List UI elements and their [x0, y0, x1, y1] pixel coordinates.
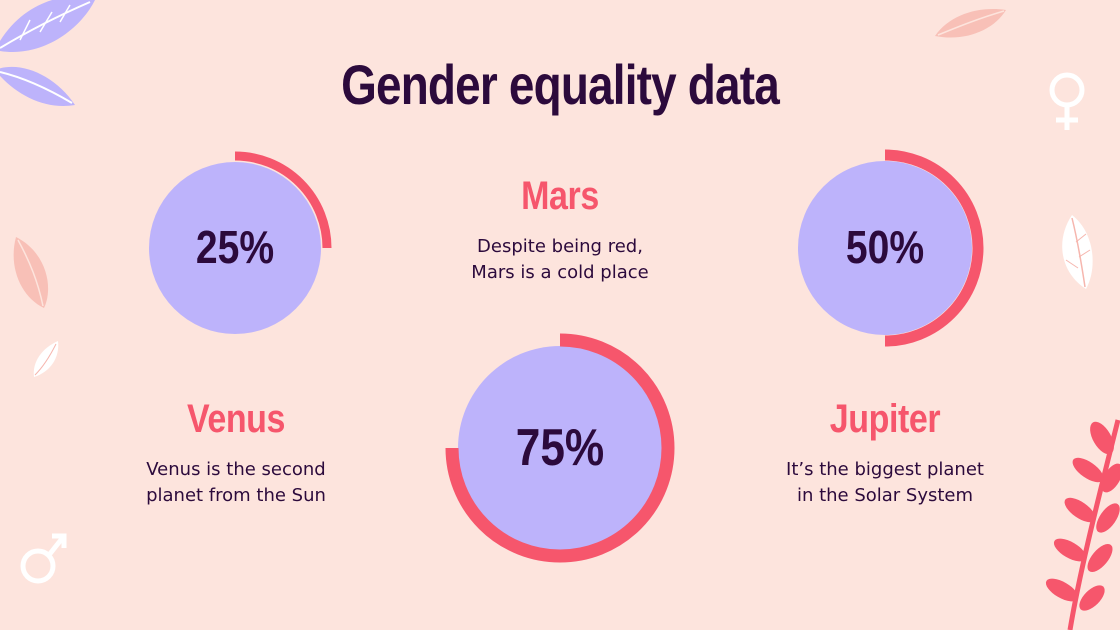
leaf-purple-top-left-icon [0, 0, 95, 106]
mars-description: Despite being red, Mars is a cold place [400, 234, 720, 286]
leaf-pink-left-icon [13, 237, 49, 308]
mars-heading: Mars [521, 174, 599, 218]
venus-description-line: planet from the Sun [146, 485, 326, 506]
gauge-25: 25% [149, 151, 332, 334]
female-symbol-icon [1049, 72, 1085, 130]
gauge-disc [149, 162, 321, 334]
venus-heading: Venus [186, 397, 286, 441]
gauge-arc [884, 149, 984, 347]
gauge-value-label: 50% [846, 222, 924, 274]
jupiter-description-line: in the Solar System [796, 485, 974, 506]
venus-description: Venus is the second planet from the Sun [76, 457, 396, 509]
mars-description-line: Despite being red, [477, 236, 643, 257]
leaf-pink-top-right-icon [935, 9, 1006, 38]
branch-pink-bottom-right-icon [1045, 419, 1120, 630]
gauge-arc [445, 333, 675, 563]
gauge-disc [798, 161, 972, 335]
gauge-value-label: 25% [196, 222, 274, 274]
page-title: Gender equality data [341, 53, 780, 116]
gauge-disc [458, 346, 662, 550]
venus-description-line: Venus is the second [146, 459, 326, 480]
leaf-white-left-icon [33, 341, 59, 377]
mars-description-line: Mars is a cold place [471, 262, 649, 283]
jupiter-heading: Jupiter [829, 397, 941, 441]
gauge-75: 75% [445, 333, 675, 563]
gauge-50: 50% [798, 149, 984, 347]
jupiter-description-line: It’s the biggest planet [786, 459, 984, 480]
gauge-arc [234, 151, 332, 249]
jupiter-description: It’s the biggest planet in the Solar Sys… [725, 457, 1045, 509]
male-symbol-icon [20, 533, 67, 584]
gauge-value-label: 75% [516, 419, 604, 477]
leaf-white-right-icon [1062, 215, 1093, 289]
